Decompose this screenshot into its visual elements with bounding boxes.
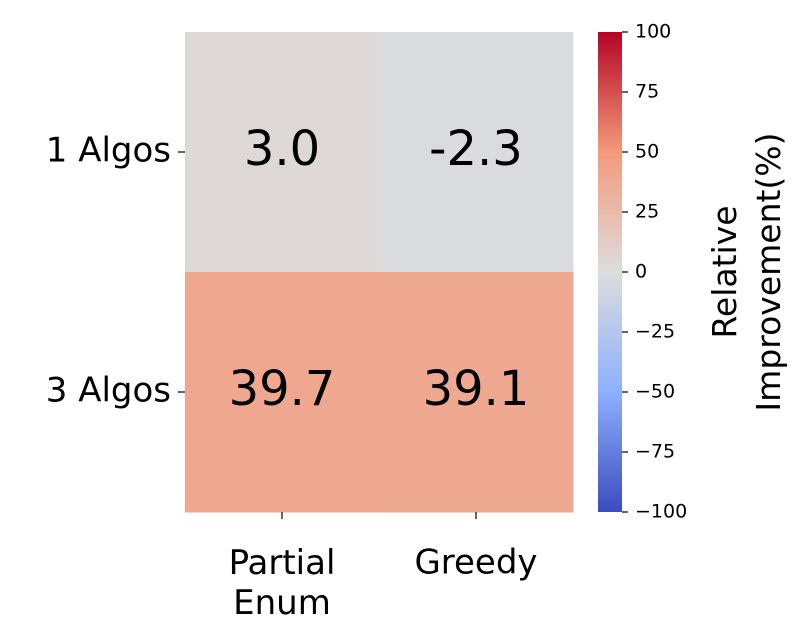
y-tick-label: 3 Algos [46, 371, 171, 411]
colorbar-tick-label: 50 [635, 141, 659, 163]
colorbar-label: Relative Improvement(%) [705, 132, 788, 411]
cell-label: 3.0 [244, 121, 320, 177]
cell-label: 39.1 [423, 361, 530, 417]
colorbar [598, 32, 622, 512]
x-tick-label: Partial Enum [229, 543, 336, 623]
cell-label: -2.3 [429, 121, 523, 177]
y-tick-label: 1 Algos [46, 131, 171, 171]
colorbar-tick-label: −25 [635, 321, 675, 343]
colorbar-tick-label: −100 [635, 501, 687, 523]
cell [185, 272, 380, 513]
cell [379, 32, 574, 273]
cell [379, 272, 574, 513]
colorbar-tick-label: 75 [635, 81, 659, 103]
cell-label: 39.7 [229, 361, 336, 417]
colorbar-tick-label: −75 [635, 441, 675, 463]
x-tick-label: Greedy [414, 543, 537, 583]
cell [185, 32, 380, 273]
colorbar-tick-label: 0 [635, 261, 647, 283]
colorbar-tick-label: −50 [635, 381, 675, 403]
colorbar-tick-label: 25 [635, 201, 659, 223]
colorbar-tick-label: 100 [635, 21, 671, 43]
